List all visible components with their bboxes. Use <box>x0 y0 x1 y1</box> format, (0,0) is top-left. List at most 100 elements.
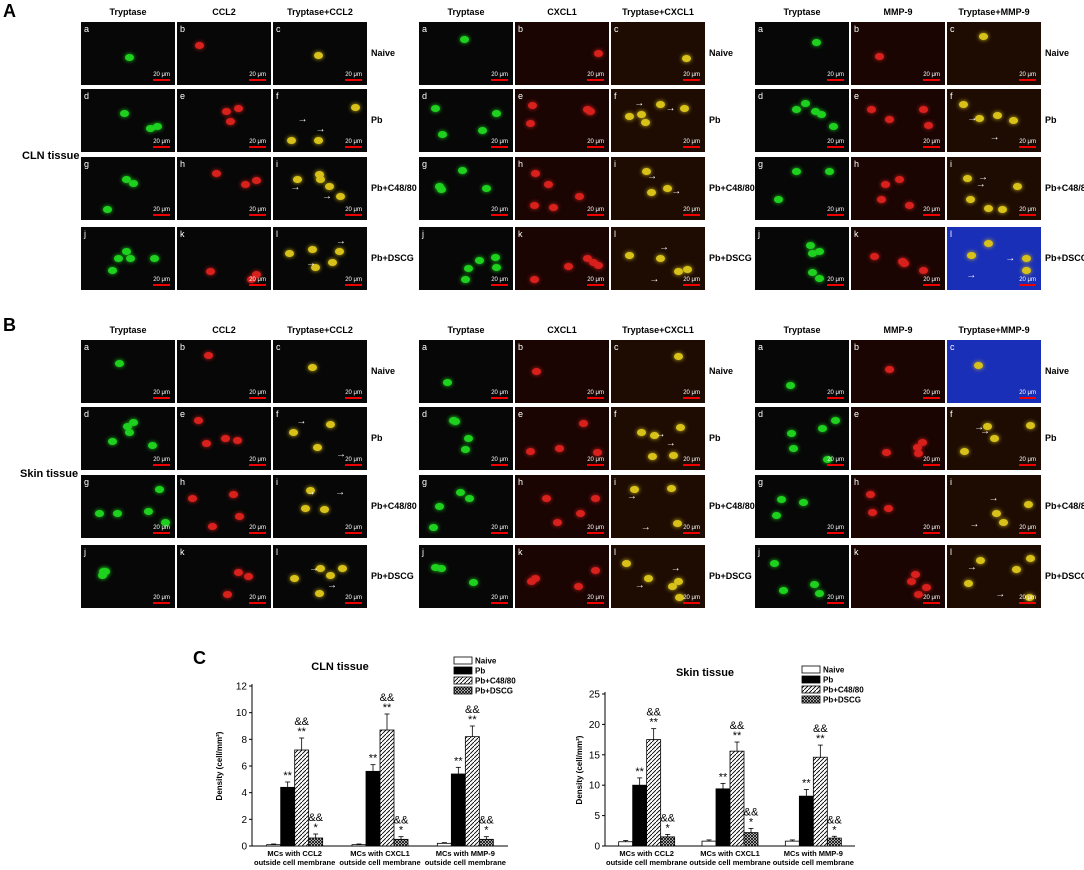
panel-letter: d <box>758 409 764 419</box>
panel-letter: j <box>758 547 760 557</box>
cell-dot <box>128 419 138 427</box>
cell-dot <box>286 136 296 144</box>
scale-bar: 20 μm <box>923 457 940 466</box>
cell-dot <box>922 584 932 591</box>
arrow-icon: → <box>626 490 637 502</box>
scale-bar-line <box>923 397 940 399</box>
scale-bar: 20 μm <box>923 277 940 286</box>
cell-dot <box>799 498 809 506</box>
panel-letter: b <box>180 342 186 352</box>
panel-letter: i <box>950 159 952 169</box>
significance-label: ** <box>283 770 292 782</box>
cell-dot <box>808 268 818 276</box>
cell-dot <box>152 122 162 130</box>
panel-letter: b <box>518 342 524 352</box>
cell-dot <box>122 176 132 184</box>
cell-dot <box>1021 254 1031 262</box>
cell-dot <box>591 567 601 575</box>
cell-dot <box>801 100 810 108</box>
micrograph-panel: d 20 μm <box>419 89 513 152</box>
cell-dot <box>284 249 294 257</box>
scale-bar: 20 μm <box>1019 139 1036 148</box>
scale-bar-line <box>153 397 170 399</box>
cell-dot <box>160 518 170 526</box>
scale-bar-label: 20 μm <box>249 390 266 396</box>
scale-bar-label: 20 μm <box>491 390 508 396</box>
panel-letter: g <box>84 159 90 169</box>
cell-dot <box>98 571 108 579</box>
panel-letter: e <box>854 409 860 419</box>
panel-letter: c <box>614 342 619 352</box>
scale-bar-label: 20 μm <box>827 457 844 463</box>
arrow-icon: → <box>647 170 658 182</box>
cell-dot <box>637 110 647 118</box>
cell-dot <box>187 494 197 502</box>
scale-bar-line <box>587 79 604 81</box>
micrograph-panel: i 20 μm → → <box>947 157 1041 220</box>
micrograph-panel: f 20 μm → → <box>611 89 705 152</box>
scale-bar-line <box>1019 602 1036 604</box>
column-header: CXCL1 <box>547 325 577 335</box>
scale-bar: 20 μm <box>923 207 940 216</box>
arrow-icon: → <box>978 172 989 184</box>
scale-bar: 20 μm <box>249 207 266 216</box>
cell-dot <box>123 423 133 431</box>
y-tick-label: 2 <box>241 815 247 826</box>
panel-letter: h <box>180 159 186 169</box>
scale-bar: 20 μm <box>491 277 508 286</box>
scale-bar-line <box>827 146 844 148</box>
micrograph-panel: e 20 μm <box>851 407 945 470</box>
cell-dot <box>913 591 923 599</box>
scale-bar-label: 20 μm <box>923 525 940 531</box>
cell-dot <box>680 104 690 112</box>
cell-dot <box>773 196 783 204</box>
scale-bar: 20 μm <box>491 139 508 148</box>
scale-bar: 20 μm <box>827 457 844 466</box>
cell-dot <box>811 108 821 116</box>
legend-label: Naive <box>823 666 845 675</box>
cell-dot <box>315 589 325 597</box>
category-label: MCs with CXCL1 <box>700 849 760 858</box>
cell-dot <box>649 432 659 440</box>
cell-dot <box>465 494 475 502</box>
column-header: MMP-9 <box>883 325 913 335</box>
micrograph-panel: j 20 μm <box>419 227 513 290</box>
cell-dot <box>481 185 491 193</box>
cell-dot <box>305 487 315 495</box>
panel-letter: d <box>758 91 764 101</box>
scale-bar-label: 20 μm <box>249 72 266 78</box>
group-label: Pb+DSCG <box>1045 253 1084 263</box>
scale-bar-line <box>923 464 940 466</box>
micrograph-panel: b 20 μm <box>177 340 271 403</box>
significance-label: * <box>484 825 489 837</box>
y-tick-label: 10 <box>236 708 248 719</box>
scale-bar: 20 μm <box>683 457 700 466</box>
cell-dot <box>785 381 795 389</box>
arrow-icon: → <box>297 113 308 125</box>
significance-label: && <box>380 692 395 704</box>
micrograph-panel: a 20 μm <box>81 22 175 85</box>
significance-label: ** <box>454 755 463 767</box>
micrograph-panel: f 20 μm → → <box>947 89 1041 152</box>
bar <box>436 842 452 847</box>
legend-swatch <box>453 676 473 685</box>
cell-dot <box>532 368 542 376</box>
scale-bar-line <box>587 602 604 604</box>
scale-bar-label: 20 μm <box>587 390 604 396</box>
cell-dot <box>673 519 683 527</box>
column-header: Tryptase+CCL2 <box>287 325 353 335</box>
arrow-icon: → <box>658 241 669 253</box>
scale-bar-label: 20 μm <box>345 72 362 78</box>
micrograph-panel: j 20 μm <box>755 227 849 290</box>
bar <box>798 795 814 847</box>
y-tick-label: 6 <box>241 762 247 773</box>
group-label: Pb+C48/80 <box>709 501 755 511</box>
cell-dot <box>983 204 993 212</box>
significance-label: ** <box>649 717 658 729</box>
legend-swatch <box>453 686 473 695</box>
cell-dot <box>630 485 640 493</box>
micrograph-panel: i 20 μm → → <box>273 157 367 220</box>
micrograph-panel: k 20 μm <box>515 545 609 608</box>
panel-letter: f <box>276 409 279 419</box>
